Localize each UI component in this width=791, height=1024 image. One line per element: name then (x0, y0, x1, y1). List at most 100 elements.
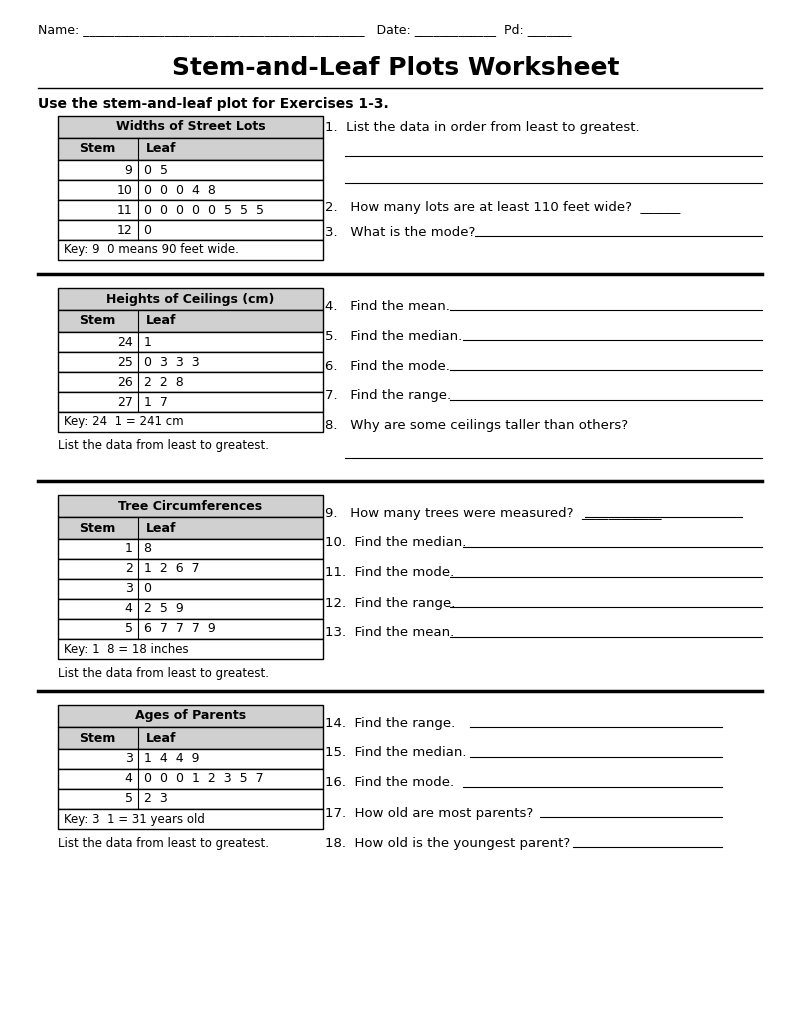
Text: Tree Circumferences: Tree Circumferences (119, 500, 263, 512)
Text: 4: 4 (125, 772, 133, 785)
Text: Ages of Parents: Ages of Parents (135, 710, 246, 723)
Text: 4.   Find the mean.: 4. Find the mean. (325, 299, 458, 312)
Text: 0  3  3  3: 0 3 3 3 (143, 355, 199, 369)
Bar (58, 240, 323, 260)
Text: Leaf: Leaf (146, 142, 176, 156)
Text: 1  2  6  7: 1 2 6 7 (143, 562, 199, 575)
Text: 7.   Find the range.: 7. Find the range. (325, 389, 460, 402)
Text: Use the stem-and-leaf plot for Exercises 1-3.: Use the stem-and-leaf plot for Exercises… (38, 97, 388, 111)
Text: 6.   Find the mode.: 6. Find the mode. (325, 359, 458, 373)
Bar (58, 809, 323, 829)
Text: 3.   What is the mode?: 3. What is the mode? (325, 225, 484, 239)
Text: List the data from least to greatest.: List the data from least to greatest. (58, 837, 269, 850)
Text: 2  2  8: 2 2 8 (143, 376, 184, 388)
Bar (58, 412, 323, 432)
Bar (58, 559, 323, 579)
Text: 6  7  7  7  9: 6 7 7 7 9 (143, 623, 215, 636)
Bar (58, 160, 323, 180)
Text: 1: 1 (143, 336, 151, 348)
Bar (58, 790, 323, 809)
Text: 2  5  9: 2 5 9 (143, 602, 184, 615)
Text: Key: 24 1 = 241 cm: Key: 24 1 = 241 cm (64, 416, 184, 428)
Text: 10: 10 (116, 183, 133, 197)
Text: 15.  Find the median.: 15. Find the median. (325, 746, 475, 760)
Text: 8.   Why are some ceilings taller than others?: 8. Why are some ceilings taller than oth… (325, 420, 628, 432)
Text: Leaf: Leaf (146, 314, 176, 328)
Text: 5: 5 (124, 793, 133, 806)
Bar (58, 392, 323, 412)
Text: 17.  How old are most parents?: 17. How old are most parents? (325, 807, 542, 819)
Text: 8: 8 (143, 543, 152, 555)
Bar (58, 200, 323, 220)
Bar (58, 769, 323, 790)
Text: 18.  How old is the youngest parent?: 18. How old is the youngest parent? (325, 837, 579, 850)
Text: Key: 9 0 means 90 feet wide.: Key: 9 0 means 90 feet wide. (64, 244, 239, 256)
Text: 4: 4 (125, 602, 133, 615)
Text: 13.  Find the mean.: 13. Find the mean. (325, 627, 463, 640)
Text: 25: 25 (116, 355, 133, 369)
Bar (58, 288, 323, 310)
Text: Stem: Stem (80, 142, 116, 156)
Text: Name: _____________________________________________   Date: _____________  Pd: _: Name: __________________________________… (38, 24, 572, 37)
Bar (58, 517, 323, 539)
Text: Leaf: Leaf (146, 731, 176, 744)
Text: 5: 5 (124, 623, 133, 636)
Text: Leaf: Leaf (146, 521, 176, 535)
Text: Stem-and-Leaf Plots Worksheet: Stem-and-Leaf Plots Worksheet (172, 56, 619, 80)
Bar (58, 749, 323, 769)
Text: 10.  Find the median.: 10. Find the median. (325, 537, 475, 550)
Bar (58, 705, 323, 727)
Text: 0: 0 (143, 223, 152, 237)
Text: 24: 24 (117, 336, 133, 348)
Text: 2: 2 (125, 562, 133, 575)
Bar (58, 332, 323, 352)
Text: 2  3: 2 3 (143, 793, 167, 806)
Text: 16.  Find the mode.: 16. Find the mode. (325, 776, 463, 790)
Text: List the data from least to greatest.: List the data from least to greatest. (58, 439, 269, 453)
Text: 1: 1 (125, 543, 133, 555)
Text: 9: 9 (125, 164, 133, 176)
Text: 12.  Find the range.: 12. Find the range. (325, 597, 464, 609)
Text: 3: 3 (125, 583, 133, 596)
Text: 11.  Find the mode.: 11. Find the mode. (325, 566, 463, 580)
Text: Key: 3 1 = 31 years old: Key: 3 1 = 31 years old (64, 812, 205, 825)
Bar (58, 539, 323, 559)
Text: Widths of Street Lots: Widths of Street Lots (115, 121, 265, 133)
Text: List the data from least to greatest.: List the data from least to greatest. (58, 667, 269, 680)
Text: Stem: Stem (80, 521, 116, 535)
Text: 0  0  0  0  0  5  5  5: 0 0 0 0 0 5 5 5 (143, 204, 263, 216)
Text: 14.  Find the range.: 14. Find the range. (325, 717, 468, 729)
Bar (58, 372, 323, 392)
Text: 9.   How many trees were measured?  ____________: 9. How many trees were measured? _______… (325, 507, 661, 519)
Text: Stem: Stem (80, 731, 116, 744)
Text: Stem: Stem (80, 314, 116, 328)
Bar (58, 639, 323, 659)
Bar (58, 599, 323, 618)
Text: 5.   Find the median.: 5. Find the median. (325, 330, 471, 342)
Text: 1  7: 1 7 (143, 395, 168, 409)
Bar (58, 579, 323, 599)
Text: 1  4  4  9: 1 4 4 9 (143, 753, 199, 766)
Bar (58, 138, 323, 160)
Bar (58, 116, 323, 138)
Text: 0  0  0  1  2  3  5  7: 0 0 0 1 2 3 5 7 (143, 772, 263, 785)
Bar (58, 727, 323, 749)
Bar (58, 180, 323, 200)
Text: 0: 0 (143, 583, 152, 596)
Text: 1.  List the data in order from least to greatest.: 1. List the data in order from least to … (325, 122, 640, 134)
Text: 0  5: 0 5 (143, 164, 168, 176)
Bar (58, 495, 323, 517)
Bar (58, 618, 323, 639)
Text: Heights of Ceilings (cm): Heights of Ceilings (cm) (106, 293, 274, 305)
Bar (58, 310, 323, 332)
Text: 0  0  0  4  8: 0 0 0 4 8 (143, 183, 215, 197)
Text: 27: 27 (116, 395, 133, 409)
Text: 11: 11 (117, 204, 133, 216)
Text: Key: 1 8 = 18 inches: Key: 1 8 = 18 inches (64, 642, 188, 655)
Bar (58, 352, 323, 372)
Bar (58, 220, 323, 240)
Text: 2.   How many lots are at least 110 feet wide?  ______: 2. How many lots are at least 110 feet w… (325, 202, 680, 214)
Text: 12: 12 (117, 223, 133, 237)
Text: 26: 26 (117, 376, 133, 388)
Text: 3: 3 (125, 753, 133, 766)
